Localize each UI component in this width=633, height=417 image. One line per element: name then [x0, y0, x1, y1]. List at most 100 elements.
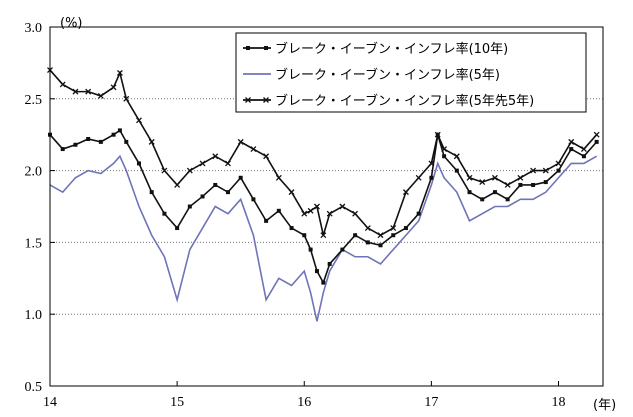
data-point — [320, 232, 327, 239]
series-line — [49, 69, 598, 237]
data-point — [110, 84, 117, 91]
data-point — [302, 233, 307, 238]
data-point — [225, 190, 230, 195]
data-point — [307, 207, 314, 214]
data-point — [321, 280, 326, 285]
data-point — [327, 261, 332, 266]
data-point — [530, 167, 537, 174]
data-point — [212, 153, 219, 160]
data-point — [428, 160, 435, 167]
series-1 — [49, 154, 598, 322]
data-point — [111, 132, 116, 137]
legend-label: ブレーク・イーブン・インフレ率(5年) — [275, 67, 500, 83]
data-point — [72, 88, 79, 95]
data-point — [491, 174, 498, 181]
data-point — [263, 153, 270, 160]
data-point — [568, 138, 575, 145]
data-point — [148, 138, 155, 145]
data-point — [429, 175, 434, 180]
data-point — [199, 160, 206, 167]
data-point — [264, 218, 269, 223]
data-point — [237, 138, 244, 145]
x-tick-label: 18 — [552, 395, 566, 410]
data-point — [581, 154, 586, 159]
x-tick-label: 16 — [297, 395, 311, 410]
data-point — [593, 131, 600, 138]
data-point — [402, 189, 409, 196]
data-point — [85, 88, 92, 95]
data-point — [276, 208, 281, 213]
data-point — [86, 137, 91, 142]
data-point — [352, 210, 359, 217]
data-point — [531, 182, 536, 187]
data-point — [492, 190, 497, 195]
data-point — [136, 161, 141, 166]
series-line — [49, 154, 598, 322]
data-point — [116, 69, 123, 76]
data-point — [136, 117, 142, 124]
series-line — [49, 129, 598, 285]
data-point — [340, 247, 345, 252]
legend-swatch-marker — [245, 97, 251, 103]
data-point — [200, 194, 205, 199]
series-2 — [47, 67, 600, 239]
data-point — [441, 146, 448, 153]
data-point — [124, 139, 129, 144]
legend-swatch-marker — [263, 97, 269, 103]
data-point — [186, 167, 193, 174]
data-point — [580, 146, 587, 153]
series-0 — [48, 128, 599, 285]
data-point — [308, 247, 313, 252]
data-point — [289, 226, 294, 231]
data-point — [480, 197, 485, 202]
data-point — [275, 174, 282, 181]
data-point — [542, 167, 549, 174]
data-point — [73, 142, 78, 147]
data-point — [416, 211, 421, 216]
series-lines — [47, 67, 600, 322]
data-point — [97, 92, 104, 99]
data-point — [543, 180, 548, 185]
axes: 3.0 2.5 2.0 1.5 1.0 0.514 15 16 17 18 — [25, 21, 566, 410]
x-tick-label: 14 — [43, 395, 57, 410]
data-point — [403, 226, 408, 231]
data-point — [225, 160, 231, 167]
data-point — [250, 146, 257, 153]
data-point — [149, 190, 154, 195]
data-point — [504, 182, 511, 188]
data-point — [442, 154, 447, 159]
legend-swatch-marker — [246, 46, 250, 50]
legend-swatch-marker — [264, 46, 268, 50]
data-point — [339, 203, 346, 210]
data-point — [117, 128, 122, 133]
data-point — [454, 168, 459, 173]
data-point — [505, 197, 510, 202]
data-point — [378, 243, 383, 248]
data-point — [377, 232, 384, 239]
y-tick-label: 0.5 — [25, 380, 43, 395]
data-point — [479, 179, 486, 186]
data-point — [314, 203, 320, 210]
y-tick-label: 1.0 — [25, 308, 43, 323]
data-point — [594, 139, 599, 144]
legend: ブレーク・イーブン・インフレ率(10年) ブレーク・イーブン・インフレ率(5年) ブ… — [235, 32, 587, 113]
data-point — [390, 225, 397, 231]
y-axis-unit: (%) — [60, 16, 83, 31]
data-point — [162, 211, 167, 216]
data-point — [60, 147, 65, 152]
data-point — [187, 204, 192, 209]
x-tick-label: 15 — [170, 395, 184, 410]
data-point — [314, 269, 319, 274]
data-point — [174, 182, 181, 188]
data-point — [467, 190, 472, 195]
data-point — [326, 210, 333, 217]
data-point — [288, 189, 295, 196]
data-point — [466, 174, 473, 181]
y-tick-label: 2.0 — [25, 165, 43, 180]
data-point — [569, 147, 574, 152]
data-point — [59, 81, 66, 88]
y-tick-label: 2.5 — [25, 93, 43, 108]
plot-frame — [49, 26, 604, 387]
data-point — [556, 168, 561, 173]
